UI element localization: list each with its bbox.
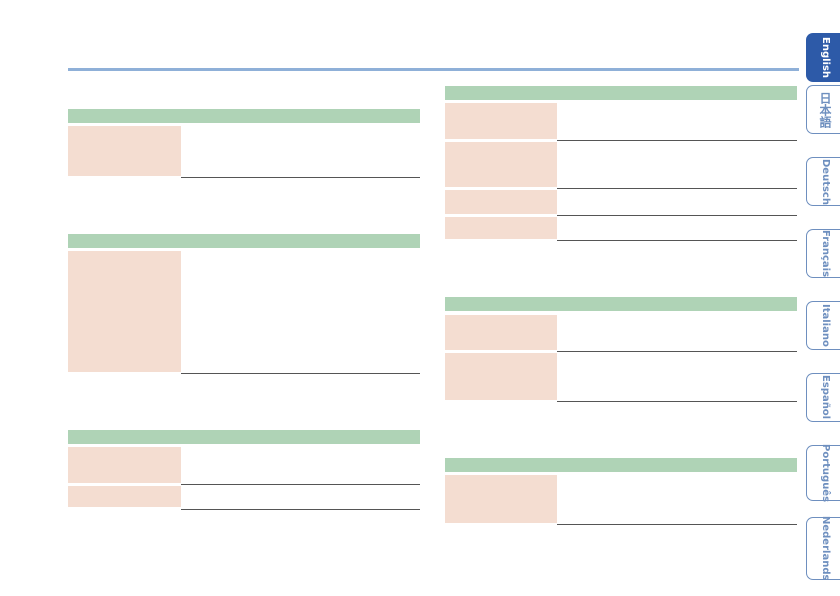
- tab-label: Español: [820, 375, 831, 420]
- tab-deutsch[interactable]: Deutsch: [806, 157, 840, 206]
- tab-label: Deutsch: [820, 158, 831, 205]
- row-rule: [181, 484, 420, 485]
- row-rule: [557, 240, 797, 241]
- label-cell: [68, 126, 181, 176]
- tab-label: 日本語: [818, 91, 832, 128]
- label-cell: [445, 475, 557, 523]
- row-rule: [557, 140, 797, 141]
- label-cell: [445, 315, 557, 350]
- tab-japanese[interactable]: 日本語: [806, 85, 840, 134]
- row-rule: [557, 524, 797, 525]
- table-header: [445, 458, 797, 472]
- table-header: [445, 86, 797, 100]
- row-rule: [557, 188, 797, 189]
- tab-italiano[interactable]: Italiano: [806, 301, 840, 350]
- row-rule: [557, 351, 797, 352]
- row-rule: [181, 177, 420, 178]
- label-cell: [445, 103, 557, 139]
- row-rule: [557, 401, 797, 402]
- label-cell: [68, 251, 181, 372]
- row-rule: [181, 509, 420, 510]
- table-header: [68, 430, 420, 444]
- label-cell: [445, 353, 557, 400]
- label-cell: [445, 142, 557, 187]
- label-cell: [68, 486, 181, 507]
- row-rule: [181, 373, 420, 374]
- title-rule: [68, 68, 799, 71]
- tab-label: Italiano: [820, 304, 831, 347]
- tab-portugues[interactable]: Português: [806, 443, 840, 503]
- row-rule: [557, 215, 797, 216]
- tab-nederlands[interactable]: Nederlands: [806, 516, 840, 581]
- tab-label: Français: [820, 229, 831, 278]
- label-cell: [68, 447, 181, 483]
- tab-label: English: [820, 36, 831, 79]
- label-cell: [445, 190, 557, 214]
- table-header: [68, 109, 420, 123]
- tab-espanol[interactable]: Español: [806, 373, 840, 422]
- table-header: [445, 297, 797, 311]
- tab-label: Nederlands: [820, 516, 831, 581]
- tab-label: Português: [820, 443, 831, 503]
- tab-francais[interactable]: Français: [806, 229, 840, 278]
- table-header: [68, 234, 420, 248]
- tab-english[interactable]: English: [806, 33, 840, 82]
- label-cell: [445, 217, 557, 239]
